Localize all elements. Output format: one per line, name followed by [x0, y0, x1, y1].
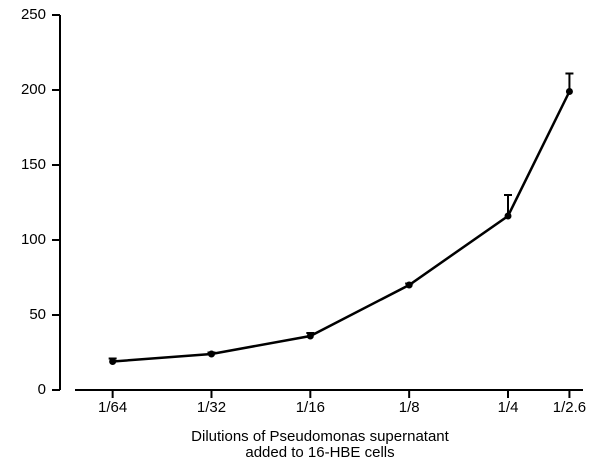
x-tick-label: 1/4: [498, 399, 519, 416]
x-tick-label: 1/32: [197, 399, 226, 416]
y-tick-label: 200: [21, 81, 46, 98]
x-tick-label: 1/16: [296, 399, 325, 416]
data-point: [306, 332, 314, 340]
data-point: [207, 350, 215, 358]
data-point: [504, 212, 512, 220]
data-line: [112, 90, 571, 363]
y-tick-label: 100: [21, 231, 46, 248]
data-point: [405, 281, 413, 289]
x-tick-label: 1/64: [98, 399, 127, 416]
data-point: [565, 88, 573, 95]
y-tick-label: 250: [21, 6, 46, 23]
data-point: [109, 358, 117, 365]
x-tick-label: 1/8: [399, 399, 420, 416]
x-tick-label: 1/2.6: [553, 399, 586, 416]
y-tick-label: 150: [21, 156, 46, 173]
x-axis-label: added to 16-HBE cells: [245, 444, 394, 458]
y-tick-label: 0: [38, 381, 46, 398]
x-axis-label: Dilutions of Pseudomonas supernatant: [191, 428, 449, 445]
y-tick-label: 50: [29, 306, 46, 323]
